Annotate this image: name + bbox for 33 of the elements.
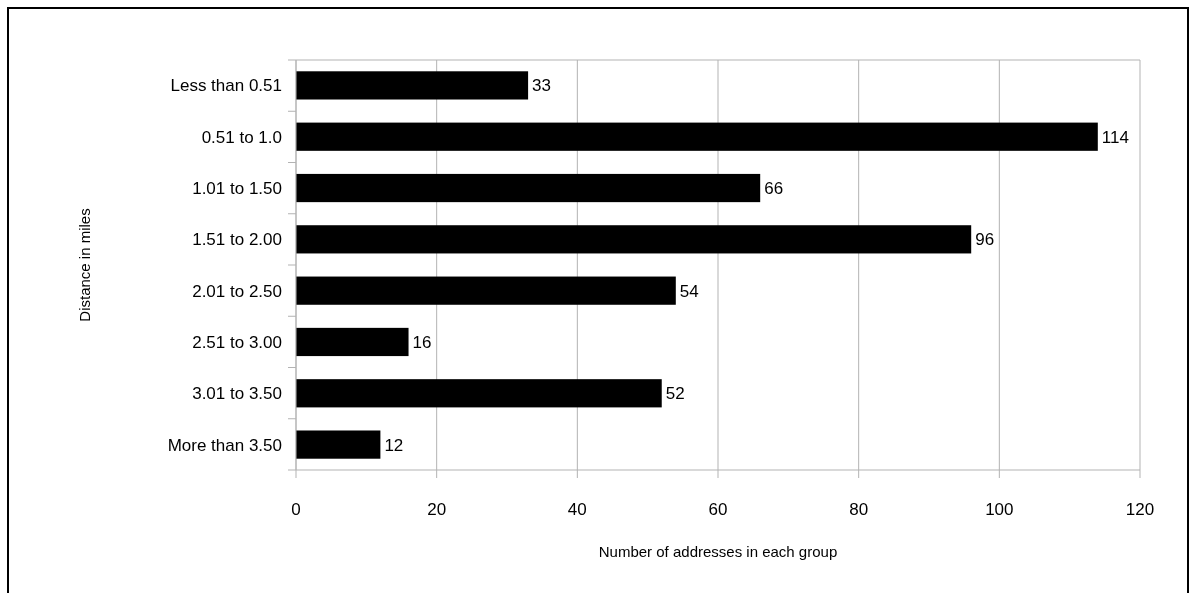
x-tick-label: 20 bbox=[427, 500, 447, 519]
y-tick-label: More than 3.50 bbox=[167, 435, 282, 455]
x-tick-label: 100 bbox=[985, 500, 1014, 519]
data-label: 33 bbox=[532, 76, 552, 96]
x-axis-title: Number of addresses in each group bbox=[598, 543, 838, 560]
y-axis-title: Distance in miles bbox=[76, 208, 93, 322]
data-label: 52 bbox=[665, 384, 685, 404]
y-tick-label: 1.01 to 1.50 bbox=[192, 178, 282, 198]
data-label: 96 bbox=[975, 230, 995, 250]
bar bbox=[296, 225, 972, 254]
y-tick-label: 0.51 to 1.0 bbox=[201, 127, 282, 147]
bar bbox=[296, 327, 409, 357]
bar bbox=[296, 430, 381, 459]
y-tick-label: 2.01 to 2.50 bbox=[192, 281, 282, 301]
bar bbox=[296, 276, 676, 305]
bar bbox=[296, 173, 761, 203]
x-tick-label: 80 bbox=[849, 500, 869, 519]
data-label: 12 bbox=[384, 435, 404, 455]
y-tick-label: 1.51 to 2.00 bbox=[192, 230, 282, 250]
x-tick-label: 120 bbox=[1125, 500, 1155, 519]
y-tick-label: 3.01 to 3.50 bbox=[192, 384, 282, 404]
bar bbox=[296, 71, 529, 100]
x-tick-label: 60 bbox=[708, 500, 728, 519]
bar bbox=[296, 122, 1098, 151]
data-label: 16 bbox=[412, 332, 432, 352]
x-tick-label: 0 bbox=[291, 500, 301, 519]
x-tick-label: 40 bbox=[567, 500, 587, 519]
data-label: 54 bbox=[679, 281, 699, 301]
bar bbox=[296, 379, 662, 408]
data-label: 66 bbox=[764, 178, 784, 198]
y-tick-label: 2.51 to 3.00 bbox=[192, 332, 282, 352]
data-label: 114 bbox=[1101, 127, 1129, 147]
y-tick-label: Less than 0.51 bbox=[170, 76, 282, 96]
